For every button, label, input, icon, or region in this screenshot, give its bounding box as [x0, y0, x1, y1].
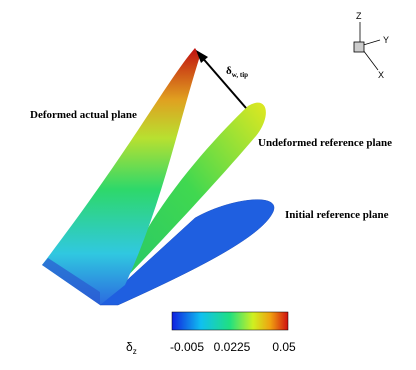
colorbar-title: δz: [126, 340, 137, 356]
axis-triad: [353, 22, 381, 71]
label: Initial reference plane: [285, 209, 389, 221]
symbol: δ: [226, 65, 232, 77]
axis-label: X: [378, 70, 384, 80]
axis-label: Z: [356, 11, 362, 21]
initial-plane: [99, 199, 275, 306]
deformed-plane: [42, 48, 200, 305]
label: Deformed actual plane: [30, 109, 137, 121]
displacement-label: δw, tip: [226, 65, 248, 79]
colorbar: [171, 311, 289, 331]
tick-label: 0.0225: [214, 340, 251, 354]
arrowhead: [196, 50, 208, 63]
tick-label: -0.005: [170, 340, 204, 354]
tick-label: 0.05: [272, 340, 296, 354]
symbol: δ: [126, 340, 133, 354]
deformed-edge: [42, 258, 100, 305]
axis-label: Y: [383, 35, 389, 45]
subscript: w, tip: [232, 71, 248, 79]
arrow: [199, 54, 247, 109]
undeformed-plane: [122, 102, 266, 283]
subscript: z: [133, 347, 137, 356]
label: Undeformed reference plane: [258, 137, 392, 149]
